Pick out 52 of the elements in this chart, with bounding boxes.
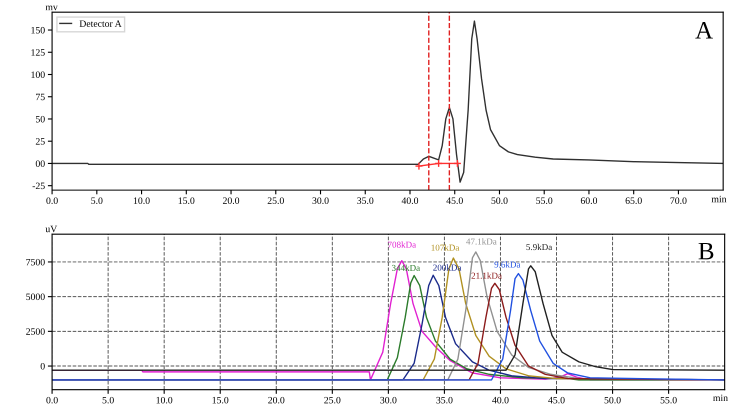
series-label: 708kDa [388, 241, 416, 248]
y-tick-label: 5000 [26, 294, 45, 300]
series-label: 47.1kDa [466, 238, 497, 245]
x-axis-title: min [712, 196, 726, 202]
x-tick-label: 30.0 [380, 396, 397, 404]
annotation: A [695, 22, 713, 38]
x-tick-label: 25.0 [324, 396, 340, 404]
series-label: 107kDa [432, 244, 460, 251]
series-label: 5.9kDa [526, 244, 552, 250]
x-tick-label: 10.0 [134, 197, 150, 204]
x-tick-label: 50.0 [492, 197, 508, 204]
x-tick-label: 5.0 [102, 396, 114, 404]
x-tick-label: 15.0 [212, 396, 228, 404]
y-tick-label: -25 [32, 182, 45, 190]
y-tick-label: 25 [36, 138, 45, 145]
x-tick-label: 40.0 [402, 197, 418, 204]
legend-label: Detector A [80, 20, 122, 27]
x-tick-label: 40.0 [492, 396, 509, 404]
x-tick-label: 0.0 [46, 197, 58, 204]
x-tick-label: 25.0 [268, 197, 284, 204]
y-tick-label: 100 [31, 71, 45, 78]
x-tick-label: 20.0 [222, 197, 240, 204]
series-label: 9.6kDa [494, 261, 520, 268]
x-tick-label: 30.0 [312, 197, 329, 204]
x-tick-label: 60.0 [580, 197, 598, 204]
x-tick-label: 45.0 [446, 197, 463, 204]
y-tick-label: 2500 [26, 328, 45, 335]
x-tick-label: 55.0 [536, 197, 552, 204]
x-axis-title: min [713, 394, 728, 402]
y-axis-title: uV [45, 226, 58, 232]
x-tick-label: 45.0 [548, 396, 565, 404]
x-tick-label: 5.0 [91, 197, 103, 204]
x-tick-label: 20.0 [268, 396, 284, 404]
x-tick-label: 0.0 [46, 396, 58, 404]
x-tick-label: 70.0 [670, 197, 687, 204]
x-tick-label: 10.0 [156, 396, 172, 404]
y-tick-label: 00 [36, 160, 45, 167]
y-axis-title: mv [46, 6, 58, 10]
x-tick-label: 65.0 [626, 197, 642, 204]
x-tick-label: 55.0 [660, 396, 677, 404]
y-tick-label: 75 [36, 94, 45, 100]
y-tick-label: 125 [31, 49, 45, 56]
annotation: B [698, 242, 714, 260]
x-tick-label: 50.0 [604, 396, 621, 404]
series-label: 21.1kDa [472, 272, 502, 279]
x-tick-label: 15.0 [178, 197, 194, 204]
y-tick-label: 150 [31, 26, 45, 34]
y-tick-label: 50 [36, 116, 45, 122]
x-tick-label: 35.0 [436, 396, 453, 404]
y-tick-label: 0 [40, 362, 45, 370]
x-tick-label: 35.0 [357, 197, 374, 204]
y-tick-label: 7500 [26, 258, 45, 266]
